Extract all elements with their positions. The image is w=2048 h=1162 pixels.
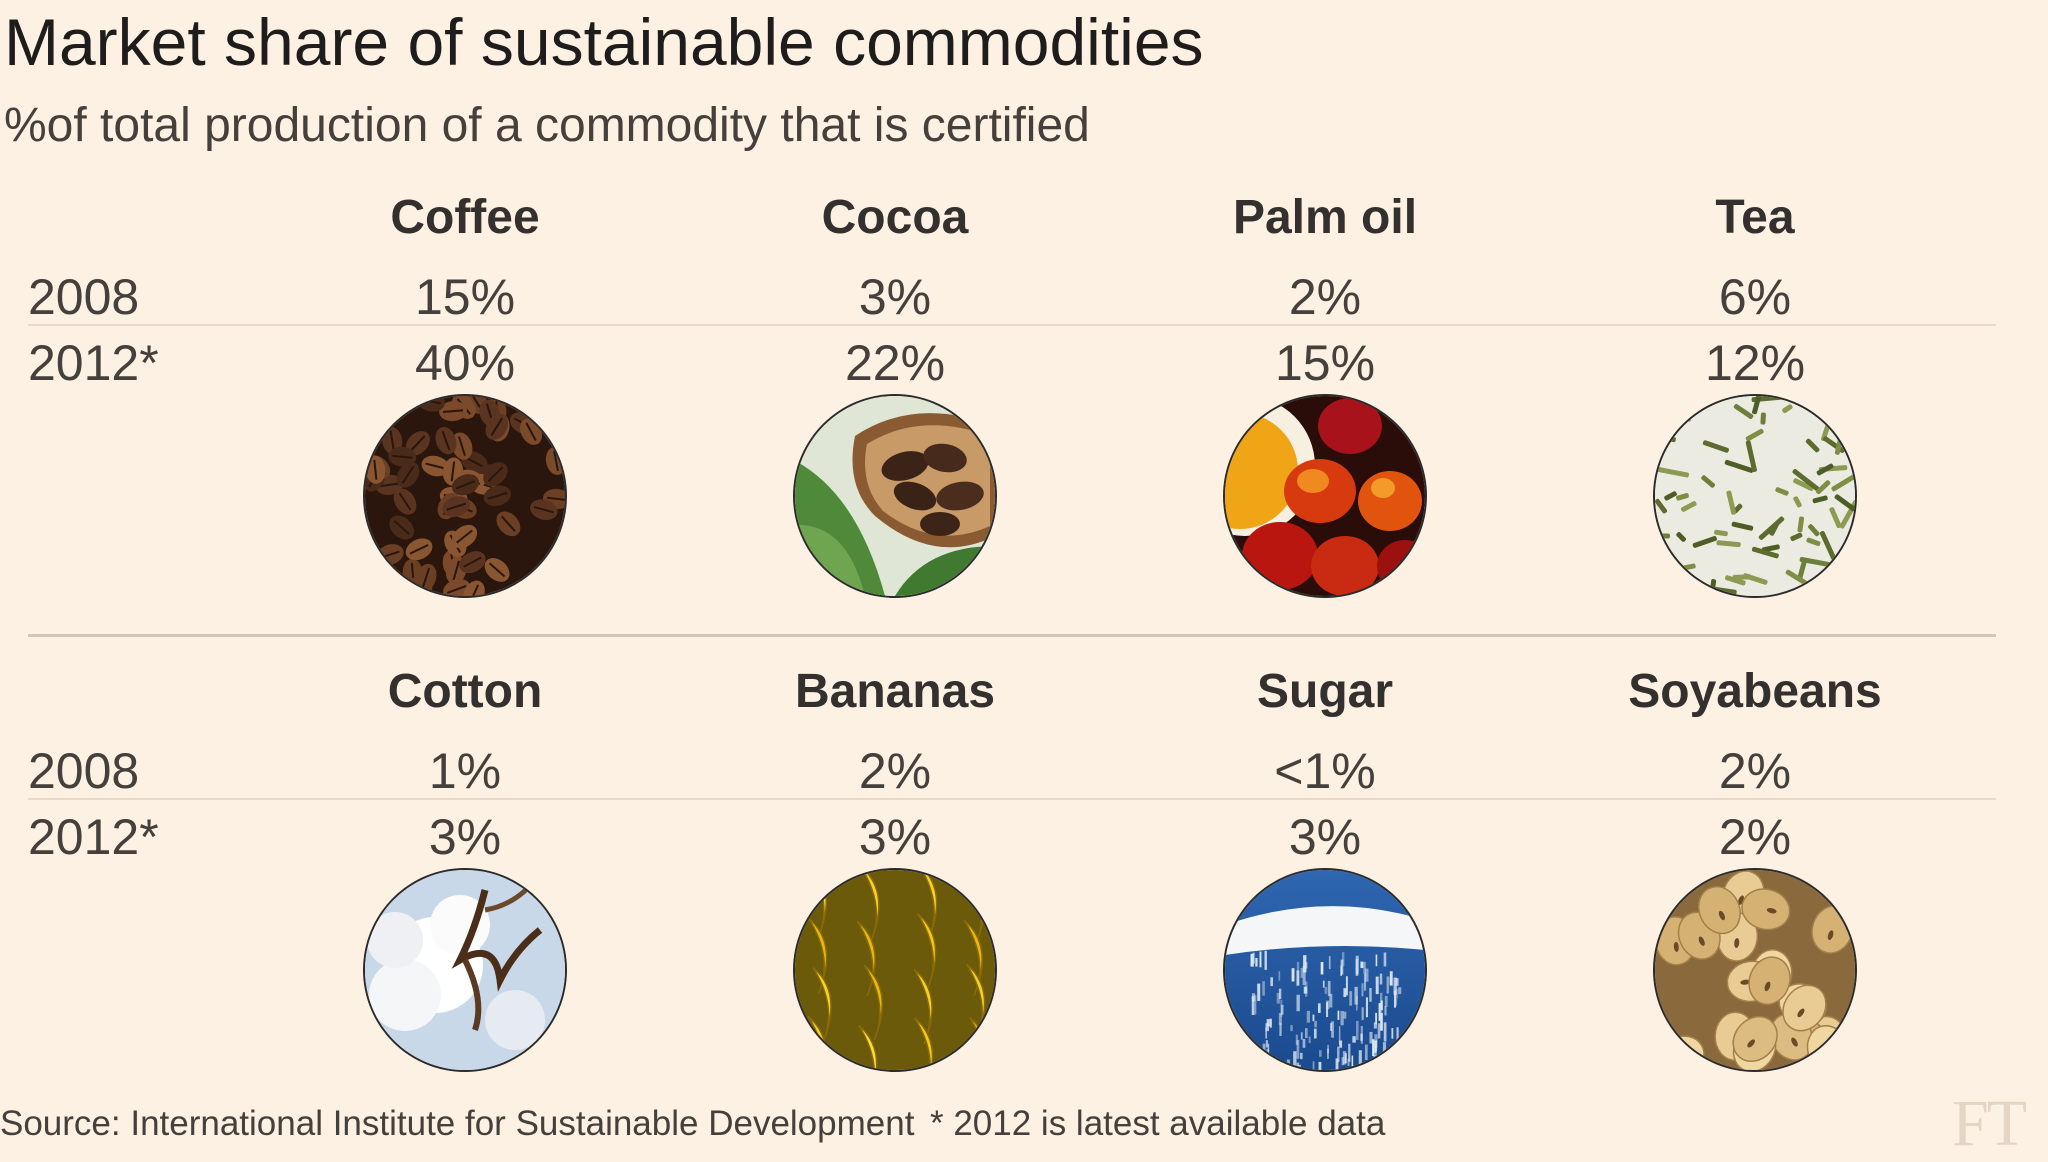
panel-divider xyxy=(28,634,1996,637)
commodity-name: Palm oil xyxy=(1175,188,1475,248)
cotton-boll-photo xyxy=(365,870,565,1070)
cocoa-pod-photo xyxy=(795,396,995,596)
row-label-2008: 2008 xyxy=(28,268,139,326)
chart-title: Market share of sustainable commodities xyxy=(4,4,1204,80)
commodity-name: Cotton xyxy=(315,662,615,722)
ft-logo: FT xyxy=(1952,1086,2025,1162)
commodity-name: Cocoa xyxy=(745,188,1045,248)
value-2012: 3% xyxy=(1175,808,1475,866)
value-2008: 6% xyxy=(1605,268,1905,326)
tea-leaves-photo xyxy=(1655,396,1855,596)
value-2012: 22% xyxy=(745,334,1045,392)
value-2012: 12% xyxy=(1605,334,1905,392)
chart-subtitle: %of total production of a commodity that… xyxy=(4,98,1090,153)
sugar-photo xyxy=(1225,870,1425,1070)
commodity-name: Tea xyxy=(1605,188,1905,248)
value-2008: <1% xyxy=(1175,742,1475,800)
value-2008: 2% xyxy=(1605,742,1905,800)
commodity-column-palm-oil: Palm oil 2% 15% xyxy=(1175,188,1475,248)
commodity-column-soyabeans: Soyabeans 2% 2% xyxy=(1605,662,1905,722)
commodity-column-sugar: Sugar <1% 3% xyxy=(1175,662,1475,722)
commodity-column-tea: Tea 6% 12% xyxy=(1605,188,1905,248)
value-2012: 3% xyxy=(315,808,615,866)
commodity-name: Bananas xyxy=(745,662,1045,722)
row-label-2012: 2012* xyxy=(28,808,159,866)
value-2012: 3% xyxy=(745,808,1045,866)
value-2012: 40% xyxy=(315,334,615,392)
value-2008: 1% xyxy=(315,742,615,800)
bananas-photo xyxy=(795,870,995,1070)
row-label-2012: 2012* xyxy=(28,334,159,392)
value-2012: 2% xyxy=(1605,808,1905,866)
value-2008: 15% xyxy=(315,268,615,326)
footnote: * 2012 is latest available data xyxy=(930,1104,1385,1144)
commodity-column-cotton: Cotton 1% 3% xyxy=(315,662,615,722)
coffee-beans-photo xyxy=(365,396,565,596)
value-2008: 2% xyxy=(1175,268,1475,326)
value-2008: 2% xyxy=(745,742,1045,800)
source-note: Source: International Institute for Sust… xyxy=(0,1104,914,1144)
soyabeans-photo xyxy=(1655,870,1855,1070)
row-label-2008: 2008 xyxy=(28,742,139,800)
commodity-name: Coffee xyxy=(315,188,615,248)
commodity-column-cocoa: Cocoa 3% 22% xyxy=(745,188,1045,248)
commodity-column-coffee: Coffee 15% 40% xyxy=(315,188,615,248)
value-2008: 3% xyxy=(745,268,1045,326)
value-2012: 15% xyxy=(1175,334,1475,392)
commodity-name: Soyabeans xyxy=(1605,662,1905,722)
commodity-column-bananas: Bananas 2% 3% xyxy=(745,662,1045,722)
palm-fruit-photo xyxy=(1225,396,1425,596)
commodity-name: Sugar xyxy=(1175,662,1475,722)
